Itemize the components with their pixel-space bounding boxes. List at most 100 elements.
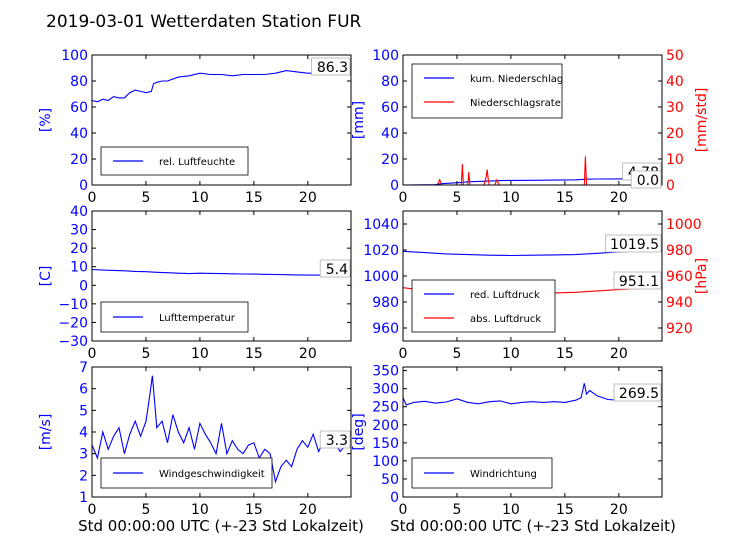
y-tick-label: 5	[79, 403, 88, 419]
x-tick-label: 15	[556, 346, 574, 362]
value-label-box	[613, 383, 662, 402]
y2-tick-label: 50	[666, 48, 684, 64]
x-tick-label: 5	[141, 190, 150, 206]
x-tick-label: 0	[88, 190, 97, 206]
y2-tick-label: 920	[666, 321, 693, 337]
y-tick-label: 10	[70, 260, 88, 276]
y-tick-label: 150	[372, 436, 399, 452]
y2-tick-label: 940	[666, 295, 693, 311]
y-tick-label: 350	[372, 364, 399, 380]
y-tick-label: −10	[58, 297, 88, 313]
y-axis-label: [C]	[38, 266, 54, 287]
y-axis-label: [deg]	[351, 413, 367, 450]
x-tick-label: 10	[191, 190, 209, 206]
y-tick-label: −30	[58, 334, 88, 350]
legend-label: rel. Luftfeuchte	[159, 157, 235, 168]
y-tick-label: 80	[381, 74, 399, 90]
y2-tick-label: 20	[666, 126, 684, 142]
y-tick-label: 0	[79, 178, 88, 194]
y2-tick-label: 30	[666, 100, 684, 116]
y2-tick-label: 960	[666, 269, 693, 285]
y-tick-label: 7	[79, 360, 88, 376]
series-line-1	[402, 383, 662, 406]
series-line-1	[91, 375, 352, 484]
y-tick-label: 40	[70, 126, 88, 142]
x-tick-label: 20	[299, 190, 317, 206]
y-axis-label: [mm]	[351, 101, 367, 139]
x-tick-label: 5	[141, 502, 150, 518]
y-tick-label: 40	[381, 126, 399, 142]
series-line-1	[402, 178, 662, 186]
x-tick-label: 10	[502, 190, 520, 206]
x-tick-label: 15	[245, 502, 263, 518]
x-tick-label: 15	[556, 502, 574, 518]
x-tick-label: 20	[610, 190, 628, 206]
value-label: 951.1	[619, 274, 659, 290]
y-tick-label: 0	[390, 178, 399, 194]
value-label: 5.4	[326, 262, 348, 278]
series-line-1	[91, 268, 351, 276]
y-tick-label: 980	[372, 295, 399, 311]
y-tick-label: 200	[372, 418, 399, 434]
plot-frame	[402, 54, 663, 186]
series-line-1	[91, 70, 352, 103]
y-tick-label: 80	[70, 74, 88, 90]
y-tick-label: 1	[79, 490, 88, 506]
y-tick-label: 960	[372, 321, 399, 337]
x-tick-label: 5	[141, 346, 150, 362]
chart-panel-6: 0 5 10 15 20050100150200250300350[deg]Windri…	[351, 364, 663, 518]
chart-panel-4: 0 5 10 15 20 960 980 1000 1020 1040 920 940 960 980 10…	[363, 210, 710, 362]
x-tick-label: 0	[399, 502, 408, 518]
y-tick-label: 20	[70, 241, 88, 257]
legend-label: kum. Niederschlag	[470, 74, 563, 85]
x-tick-label: 5	[452, 502, 461, 518]
y-tick-label: 30	[70, 223, 88, 239]
legend-label: Windgeschwindigkeit	[159, 469, 265, 480]
x-tick-label: 10	[502, 346, 520, 362]
x-tick-label: 5	[452, 190, 461, 206]
y-tick-label: 50	[381, 472, 399, 488]
value-label-box	[311, 57, 351, 76]
legend-label: Lufttemperatur	[159, 313, 236, 324]
y-tick-label: 4	[79, 425, 88, 441]
y2-axis-label: [mm/std]	[694, 88, 710, 153]
value-label-box	[319, 259, 351, 278]
y2-tick-label: 1000	[666, 217, 702, 233]
y2-tick-label: 0	[666, 178, 675, 194]
value-label-box	[605, 234, 662, 253]
y-tick-label: 40	[70, 204, 88, 220]
x-tick-label: 0	[88, 346, 97, 362]
x-tick-label: 10	[502, 502, 520, 518]
y2-tick-label: 980	[666, 243, 693, 259]
legend-label: Niederschlagsrate	[470, 98, 561, 109]
y-tick-label: 1020	[363, 243, 399, 259]
value-label: 0.0	[637, 173, 659, 189]
legend-label: red. Luftdruck	[470, 290, 540, 301]
value-label: 269.5	[619, 386, 659, 402]
y-tick-label: −20	[58, 315, 88, 331]
legend-box	[411, 279, 556, 333]
y-tick-label: 60	[381, 100, 399, 116]
figure-title: 2019-03-01 Wetterdaten Station FUR	[46, 12, 362, 32]
chart-panel-5: 0 5 10 15 20 1 2 3 4 5 6 7 [m/s] Windgeschwindigkeit 3…	[38, 360, 352, 518]
y-tick-label: 250	[372, 400, 399, 416]
y-tick-label: 100	[372, 48, 399, 64]
y-tick-label: 300	[372, 382, 399, 398]
y-tick-label: 2	[79, 468, 88, 484]
y-tick-label: 3	[79, 447, 88, 463]
x-tick-label: 10	[191, 502, 209, 518]
legend-label: Windrichtung	[470, 469, 537, 480]
y-tick-label: 60	[70, 100, 88, 116]
plot-frame	[91, 210, 352, 342]
plot-frame	[402, 366, 663, 498]
y-tick-label: 1040	[363, 217, 399, 233]
y-tick-label: 20	[381, 152, 399, 168]
value-label-box	[630, 170, 662, 189]
chart-panel-2: 0 5 10 15 20 0 20 40 60 80 100 0 10 20 30 40 50 [mm] [mm/s…	[351, 48, 710, 206]
y-tick-label: 20	[70, 152, 88, 168]
chart-panel-3: 0 5 10 15 20 −30 −20 −10 0 10 20 30 40 [C] Lufttempera…	[38, 204, 352, 362]
x-tick-label: 20	[610, 346, 628, 362]
value-label-box	[613, 271, 662, 290]
value-label-box	[319, 430, 351, 449]
